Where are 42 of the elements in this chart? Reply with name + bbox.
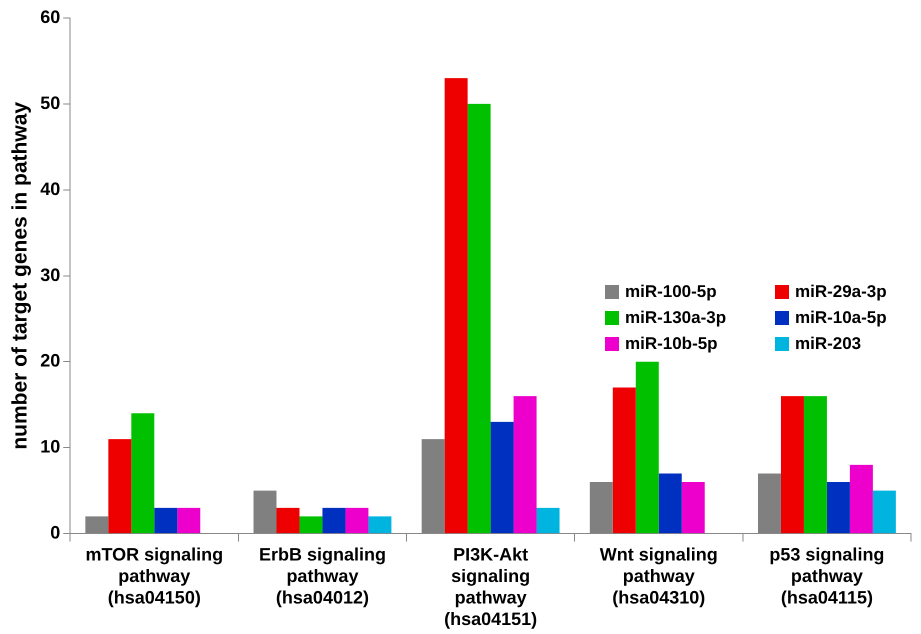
x-tick-label: Wnt signaling pathway (hsa04310) (600, 544, 718, 608)
bar (804, 396, 827, 534)
y-tick-label: 30 (40, 264, 60, 285)
bar (612, 388, 636, 534)
y-axis-title: number of target genes in pathway (8, 102, 32, 450)
legend-label: miR-10b-5p (625, 334, 718, 354)
legend-label: miR-203 (795, 334, 862, 354)
bar (536, 508, 560, 534)
y-tick-label: 10 (40, 436, 60, 457)
bar (108, 439, 132, 534)
bar (658, 473, 682, 534)
bar (636, 362, 659, 534)
bar (490, 422, 514, 534)
bar (177, 508, 200, 534)
bar (780, 396, 804, 534)
y-tick-label: 40 (40, 178, 60, 199)
bar (322, 508, 346, 534)
bar (368, 516, 392, 534)
y-tick-label: 60 (40, 6, 60, 27)
legend-label: miR-10a-5p (795, 308, 887, 328)
bar (514, 396, 537, 534)
x-tick-label: mTOR signaling pathway (hsa04150) (85, 544, 224, 608)
bar (682, 482, 705, 534)
bar (154, 508, 178, 534)
legend-label: miR-130a-3p (625, 308, 726, 328)
x-tick-label: p53 signaling pathway (hsa04115) (769, 544, 884, 608)
bar (872, 490, 896, 534)
y-tick-label: 0 (50, 522, 60, 543)
bar (850, 464, 873, 534)
bar (131, 413, 154, 534)
y-tick-label: 20 (40, 350, 60, 371)
x-tick-label: ErbB signaling pathway (hsa04012) (258, 544, 386, 608)
y-tick-label: 50 (40, 92, 60, 113)
legend-label: miR-100-5p (625, 282, 717, 302)
bar (444, 78, 468, 534)
bar (276, 508, 300, 534)
bar (345, 508, 368, 534)
bar (299, 516, 322, 534)
x-tick-label: PI3K-Akt signaling pathway (hsa04151) (444, 544, 538, 630)
bar (468, 104, 491, 534)
legend-label: miR-29a-3p (795, 282, 887, 302)
bar (826, 482, 850, 534)
